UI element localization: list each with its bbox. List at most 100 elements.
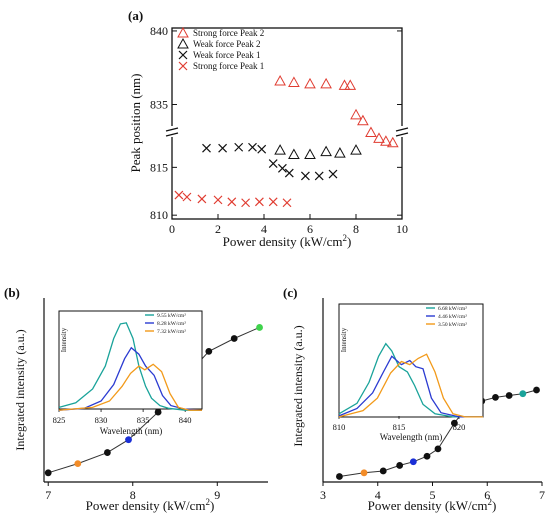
panel-c-x-tick-label: 6 (484, 488, 490, 502)
panel-a-point (300, 171, 310, 181)
panel-c-inset-marks (338, 342, 483, 418)
panel-a-point (254, 197, 264, 207)
panel-b: (b) 7 8 9 Integrated intensity (a.u.) Powe… (4, 285, 268, 513)
panel-a-point (320, 77, 332, 89)
panel-a-point (288, 76, 300, 87)
panel-c-ylabel: Integrated intensity (a.u.) (291, 325, 305, 446)
panel-b-label: (b) (4, 285, 20, 300)
panel-a-frame (171, 27, 403, 220)
panel-c-inset-frame (338, 303, 484, 418)
panel-a-legend-label: Strong force Peak 1 (193, 61, 264, 71)
panel-b-point (74, 460, 82, 467)
panel-b-point (154, 408, 162, 416)
panel-a-point (174, 190, 184, 200)
panel-a-y-tick-label: 810 (150, 208, 168, 222)
panel-c-axes: 3 4 5 6 7 (320, 482, 545, 502)
panel-c-inset-x-tick-label: 810 (333, 422, 346, 432)
panel-b-inset-ylabel: Intensity (60, 327, 68, 352)
panel-b-inset-x-tick-label: 825 (53, 415, 66, 425)
panel-a-point (277, 163, 287, 173)
panel-a-point (373, 132, 385, 143)
panel-b-inset-legend: 9.55 kW/cm² 8.28 kW/cm² 7.32 kW/cm² (145, 313, 186, 335)
panel-a-point (304, 77, 316, 89)
panel-a-point (268, 159, 278, 168)
panel-c-point (434, 445, 442, 453)
panel-b-x-tick-label: 9 (214, 488, 220, 502)
panel-c-inset-xlabel: Wavelength (nm) (380, 432, 443, 442)
panel-c-point (360, 469, 368, 477)
panel-a-legend-label: Weak force Peak 1 (193, 50, 261, 60)
panel-a-legend-marker (178, 50, 188, 60)
panel-a-point (344, 79, 357, 90)
panel-a-point (282, 198, 292, 208)
panel-a-point (197, 194, 207, 204)
panel-c-marks (336, 386, 540, 480)
panel-b-x-tick-label: 7 (45, 488, 51, 502)
panel-c-inset: 810 815 820 6.68 kW/cm² 4.46 kW/cm² 3.50 kW/… (333, 303, 484, 442)
panel-b-inset-legend-label: 9.55 kW/cm² (157, 313, 186, 319)
panel-b-inset-spectrum (58, 363, 202, 411)
panel-c-inset-legend: 6.68 kW/cm² 4.46 kW/cm² 3.50 kW/cm² (426, 306, 467, 328)
panel-c-inset-axes: 810 815 820 (333, 416, 466, 432)
panel-c-label: (c) (283, 285, 297, 300)
panel-c-point (519, 390, 527, 398)
panel-a-point (334, 147, 346, 158)
panel-b-point (44, 469, 52, 477)
panel-a-legend-marker (178, 61, 188, 71)
panel-a-xlabel: Power density (kW/cm2) (223, 233, 352, 249)
panel-b-xlabel: Power density (kW/cm2) (86, 497, 215, 513)
panel-a-legend-marker (177, 26, 189, 38)
panel-c-inset-ylabel: Intensity (340, 327, 348, 352)
panel-a-point (274, 74, 286, 86)
panel-a-legend-label: Strong force Peak 2 (193, 28, 264, 38)
panel-a-y-tick-label: 815 (150, 160, 168, 174)
panel-a-ylabel: Peak position (nm) (128, 74, 143, 173)
panel-b-point (103, 449, 111, 456)
panel-a-marks (174, 74, 399, 208)
panel-a-y-tick-label: 840 (150, 24, 168, 38)
panel-a-x-tick-label: 10 (396, 222, 408, 236)
axis-break-left (165, 126, 179, 137)
panel-c-inset-spectrum (338, 342, 483, 418)
panel-a-point (218, 143, 228, 153)
panel-a-point (357, 114, 369, 126)
panel-c-point (396, 462, 404, 469)
panel-a-point (288, 148, 300, 160)
panel-a-point (274, 144, 286, 155)
panel-a-point (248, 142, 257, 152)
panel-a-point (213, 195, 223, 205)
panel-c-point (505, 392, 513, 399)
panel-b-point (125, 436, 132, 444)
panel-c-inset-legend-label: 6.68 kW/cm² (438, 306, 467, 312)
panel-a-point (350, 108, 362, 120)
panel-c-inset-spectrum (338, 355, 483, 418)
panel-a-point (257, 144, 267, 154)
panel-a-x-tick-label: 0 (169, 222, 175, 236)
panel-a-y-tick-label: 835 (150, 98, 168, 112)
panel-a-point (314, 171, 324, 181)
panel-c-point (336, 473, 343, 480)
panel-b-inset-spectrum (58, 322, 202, 411)
panel-b-inset-marks (58, 322, 203, 411)
panel-c-x-tick-label: 3 (320, 488, 326, 502)
panel-b-point (256, 324, 263, 331)
panel-b-inset-x-tick-label: 835 (137, 415, 150, 425)
panel-a-point (182, 192, 192, 202)
panel-b-x-tick-label: 8 (130, 488, 136, 502)
panel-c-point (492, 393, 499, 401)
panel-c-inset-x-tick-label: 820 (453, 422, 466, 432)
panel-a-point (234, 142, 244, 152)
panel-c-point (451, 419, 458, 427)
panel-c-inset-x-tick-label: 815 (393, 422, 406, 432)
axis-break-right (395, 126, 409, 137)
panel-c-point (379, 467, 387, 475)
panel-c-point (423, 452, 431, 460)
panel-c-x-tick-label: 5 (430, 488, 436, 502)
panel-c-inset-spectrum (338, 353, 483, 418)
panel-c-x-tick-label: 4 (375, 488, 381, 502)
panel-b-point (230, 335, 238, 342)
panel-b-ylabel: Integrated intensity (a.u.) (13, 329, 27, 450)
panel-b-inset-xlabel: Wavelength (nm) (100, 426, 163, 436)
panel-a-point (284, 168, 294, 178)
